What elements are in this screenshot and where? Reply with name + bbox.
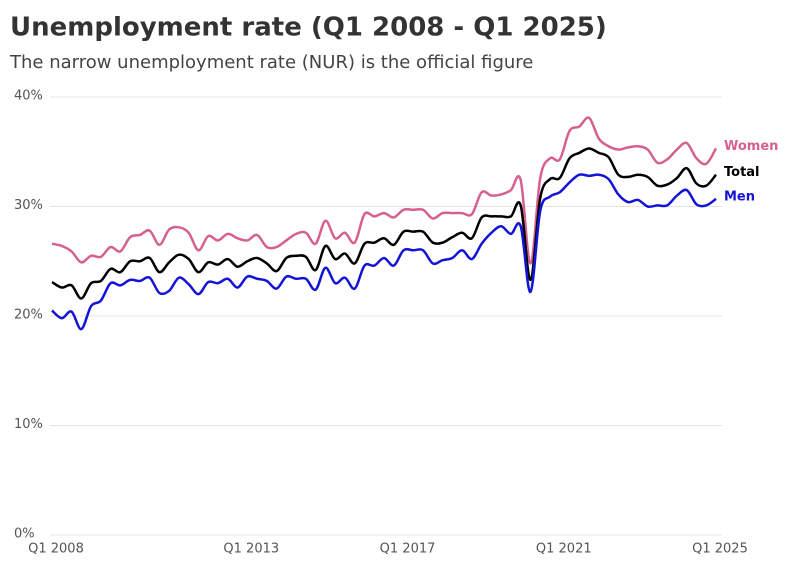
x-tick-label: Q1 2013 bbox=[223, 542, 279, 557]
y-tick-label: 10% bbox=[14, 417, 43, 432]
legend-label: Total bbox=[724, 165, 760, 180]
line bbox=[51, 147, 717, 300]
y-tick-label: 40% bbox=[14, 89, 43, 104]
legend-label: Men bbox=[724, 189, 755, 204]
y-tick-label: 0% bbox=[14, 527, 35, 542]
line bbox=[51, 173, 717, 331]
x-tick-label: Q1 2021 bbox=[536, 542, 592, 557]
y-tick-label: 20% bbox=[14, 308, 43, 323]
chart-subtitle: The narrow unemployment rate (NUR) is th… bbox=[9, 52, 533, 73]
line bbox=[51, 116, 718, 265]
legend-label: Women bbox=[724, 139, 778, 154]
x-tick-label: Q1 2025 bbox=[692, 542, 748, 557]
chart-title: Unemployment rate (Q1 2008 - Q1 2025) bbox=[10, 13, 607, 43]
x-tick-label: Q1 2008 bbox=[28, 542, 84, 557]
y-tick-label: 30% bbox=[14, 198, 43, 213]
x-tick-label: Q1 2017 bbox=[380, 542, 436, 557]
